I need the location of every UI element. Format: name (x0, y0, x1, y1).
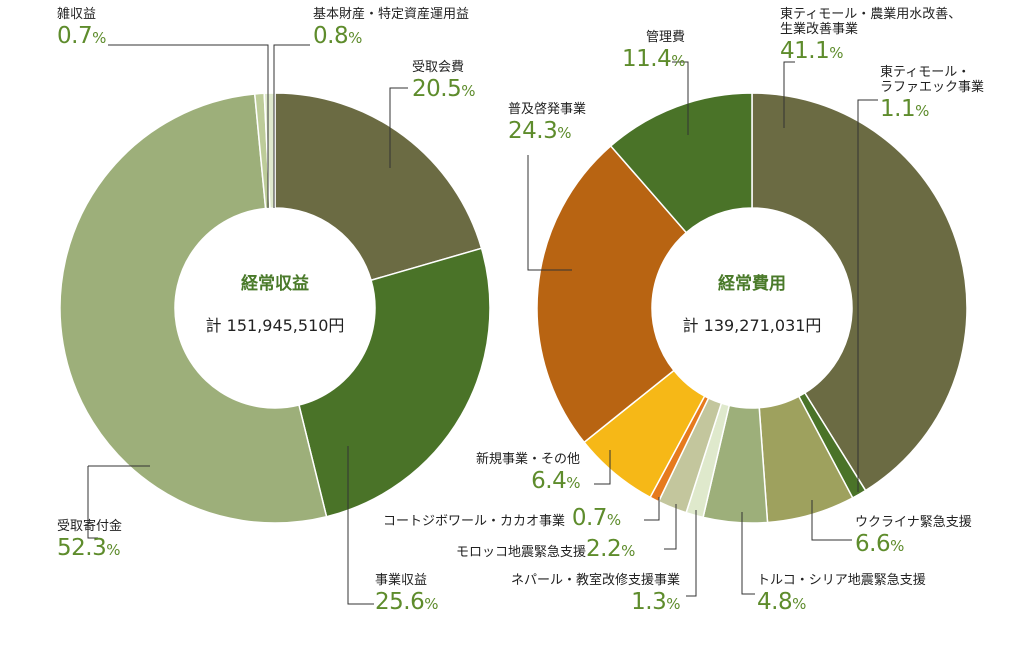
label-cote-divoire: コートジボワール・カカオ事業 0.7% (383, 505, 621, 531)
leader-nepal (686, 510, 697, 597)
leader-cote-divoire (644, 497, 660, 521)
slice-outreach (536, 144, 688, 444)
expense-total: 計 139,271,031円 (682, 316, 822, 335)
leader-turkey-syria (741, 512, 755, 595)
label-outreach: 普及啓発事業 24.3% (508, 102, 587, 144)
revenue-donut (59, 92, 491, 524)
label-endowment-income: 基本財産・特定資産運用益 0.8% (313, 7, 470, 49)
label-donations: 受取寄付金 52.3% (57, 519, 123, 561)
leader-membership-fees (389, 87, 408, 168)
slice-membership-fees (274, 92, 483, 282)
revenue-title: 経常収益 (241, 274, 309, 294)
slice-admin-costs (609, 92, 753, 234)
leader-admin-costs (672, 61, 689, 135)
leader-business-revenue (347, 446, 374, 605)
leader-ukraine (811, 500, 852, 541)
leader-new-projects (594, 450, 611, 485)
label-morocco: モロッコ地震緊急支援2.2% (456, 536, 635, 562)
slice-donations (59, 93, 328, 524)
label-membership-fees: 受取会費 20.5% (412, 60, 475, 102)
leader-outreach (527, 155, 572, 271)
label-admin-costs: 管理費 11.4% (622, 30, 685, 72)
revenue-total: 計 151,945,510円 (205, 316, 345, 335)
expense-title: 経常費用 (718, 274, 786, 294)
leader-timor-rafaek (857, 99, 878, 492)
label-turkey-syria: トルコ・シリア地震緊急支援 4.8% (757, 573, 926, 615)
label-nepal: ネパール・教室改修支援事業 1.3% (510, 573, 681, 615)
leader-misc-revenue (108, 44, 269, 208)
label-business-revenue: 事業収益 25.6% (375, 573, 438, 615)
expense-donut (536, 92, 968, 524)
label-timor-agriculture: 東ティモール・農業用水改善、 生業改善事業 41.1% (780, 7, 962, 64)
slice-timor-agriculture (751, 92, 968, 492)
label-timor-rafaek: 東ティモール・ ラファエック事業 1.1% (880, 65, 985, 122)
label-misc-revenue: 雑収益 0.7% (57, 7, 106, 49)
leader-timor-agriculture (783, 61, 795, 128)
slice-business-revenue (298, 247, 491, 518)
leader-donations-drop (87, 466, 98, 539)
leader-morocco (664, 504, 677, 550)
label-ukraine: ウクライナ緊急支援 6.6% (855, 515, 972, 557)
leader-endowment-income (273, 44, 310, 208)
label-new-projects: 新規事業・その他 6.4% (475, 452, 581, 494)
